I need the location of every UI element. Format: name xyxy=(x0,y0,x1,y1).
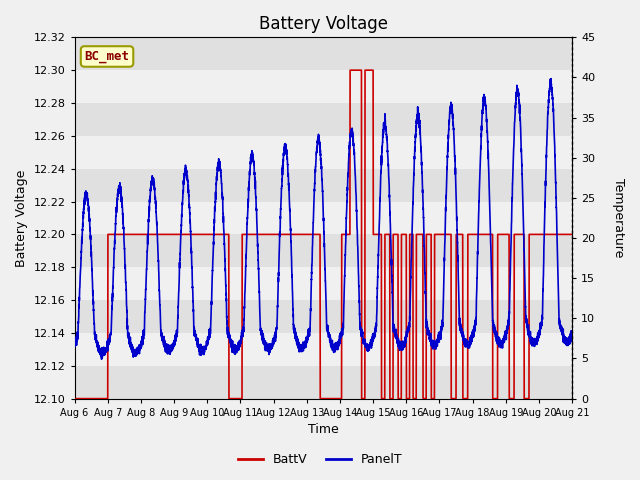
Title: Battery Voltage: Battery Voltage xyxy=(259,15,388,33)
Bar xyxy=(75,333,572,366)
Bar xyxy=(75,366,572,398)
Y-axis label: Temperature: Temperature xyxy=(612,178,625,258)
Bar xyxy=(75,202,572,234)
Bar xyxy=(75,37,572,70)
Bar xyxy=(75,103,572,136)
Legend: BattV, PanelT: BattV, PanelT xyxy=(232,448,408,471)
Text: BC_met: BC_met xyxy=(84,50,129,63)
Bar xyxy=(75,70,572,103)
Bar xyxy=(75,168,572,202)
Bar xyxy=(75,136,572,168)
Bar xyxy=(75,300,572,333)
Bar xyxy=(75,267,572,300)
Bar xyxy=(75,234,572,267)
Y-axis label: Battery Voltage: Battery Voltage xyxy=(15,169,28,267)
X-axis label: Time: Time xyxy=(308,423,339,436)
